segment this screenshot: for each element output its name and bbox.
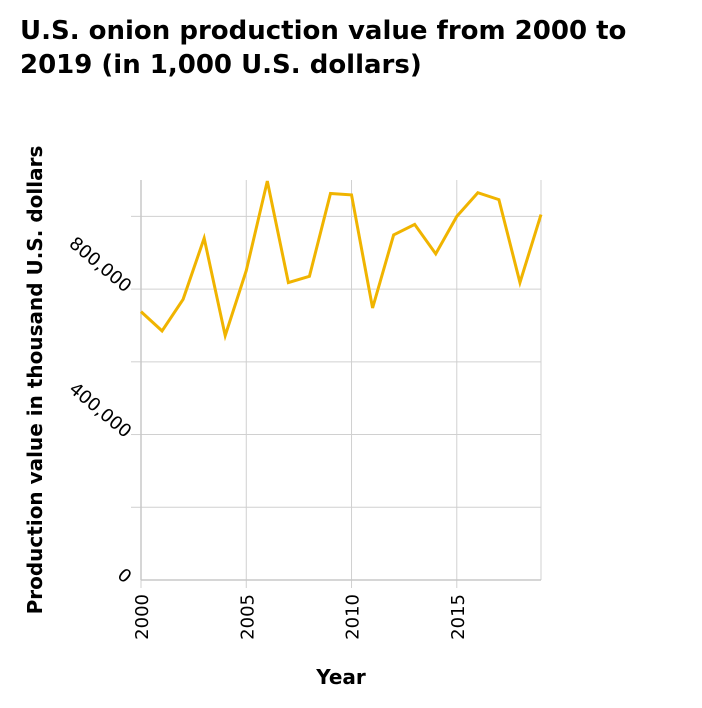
y-tick-label: 400,000 <box>65 378 136 442</box>
x-tick-label: 2005 <box>237 594 258 640</box>
x-tick-label: 2010 <box>343 594 364 640</box>
series-lines <box>139 180 543 342</box>
series-line <box>139 180 543 342</box>
y-tick-label: 800,000 <box>65 233 136 297</box>
x-tick-label: 2000 <box>132 594 153 640</box>
x-tick-label: 2015 <box>448 594 469 640</box>
y-tick-labels: 0 400,000 800,000 <box>65 233 136 588</box>
chart-title: U.S. onion production value from 2000 to… <box>20 16 627 80</box>
grid-lines <box>131 180 542 588</box>
x-tick-labels: 2000 2005 2010 2015 <box>132 594 469 640</box>
y-axis-label: Production value in thousand U.S. dollar… <box>23 146 47 615</box>
y-tick-label: 0 <box>113 564 135 587</box>
x-axis-label: Year <box>315 665 366 689</box>
